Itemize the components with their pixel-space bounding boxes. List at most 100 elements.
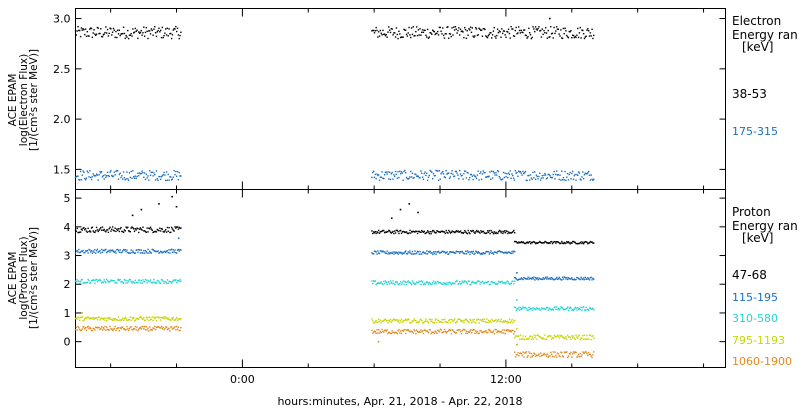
data-point [585,241,587,243]
data-point [92,173,94,175]
data-point [395,27,398,29]
data-point [486,282,488,284]
data-point [475,231,477,233]
data-point [509,282,512,285]
data-point [520,241,523,243]
data-point [394,252,397,254]
data-point [443,282,445,284]
data-point [377,31,380,33]
data-point [130,249,132,251]
data-point [469,318,471,321]
data-point [456,320,458,322]
data-point [508,32,511,35]
data-point [162,326,164,329]
data-point [517,352,519,354]
electron-ylabel-line-1: ACE EPAM [7,74,19,127]
data-point [394,283,396,286]
data-point [583,278,586,281]
data-point [438,281,441,284]
data-point [108,32,110,35]
data-point [532,278,534,280]
data-point [434,250,436,253]
data-point [374,280,377,282]
data-point [388,171,391,173]
data-point [433,322,436,324]
data-point [170,176,172,178]
data-point [169,231,171,234]
data-point [477,230,480,232]
data-point [100,327,102,330]
data-point [153,249,155,252]
data-point [565,308,567,310]
data-point [414,330,416,332]
data-point [478,332,480,335]
data-point [576,356,578,358]
data-point [574,279,576,281]
data-point [161,252,164,254]
data-point [452,251,454,253]
data-point [461,250,464,253]
data-point [556,306,558,308]
data-point [566,338,568,341]
data-point [576,276,578,279]
data-point [446,321,448,323]
data-point [88,317,90,319]
data-point [552,37,554,39]
data-point [464,319,466,321]
data-point [374,30,377,32]
data-point [372,29,375,32]
data-point [559,174,561,176]
data-point [488,175,490,177]
data-point [165,317,167,319]
data-point [544,334,546,336]
data-point [513,250,515,252]
data-point [101,36,104,38]
data-point [587,277,589,279]
data-point [583,174,586,176]
data-point [165,326,167,328]
data-point [439,320,442,323]
data-point [390,232,393,234]
data-point [587,354,589,357]
data-point [132,280,134,283]
data-point [143,249,145,252]
data-point [167,317,169,320]
data-point [113,29,115,31]
data-point [124,230,126,232]
data-point [426,253,429,255]
data-point [591,178,593,180]
data-point [390,173,393,175]
data-point [425,330,427,332]
data-point [435,282,437,285]
data-point [524,242,526,245]
data-point [533,241,535,243]
data-point [129,252,132,254]
data-point [171,251,174,253]
data-point [569,336,571,338]
data-point [454,170,457,173]
data-point [116,29,119,32]
data-point [419,319,421,321]
data-point [538,26,540,28]
data-point [516,299,518,301]
data-point [129,316,132,318]
data-point [122,281,124,283]
data-point [498,281,501,283]
data-point [139,282,142,284]
data-point [171,178,174,180]
data-point [126,325,128,328]
data-point [111,250,113,252]
data-point [539,355,541,358]
data-point [390,332,393,335]
data-point [538,335,540,338]
data-point [75,34,78,36]
data-point [589,334,592,336]
data-point [471,230,474,232]
data-point [586,278,588,280]
data-point [591,28,593,31]
data-point [552,309,555,311]
data-point [516,242,518,244]
data-point [461,232,464,234]
data-point [78,178,80,181]
data-point [168,318,170,321]
